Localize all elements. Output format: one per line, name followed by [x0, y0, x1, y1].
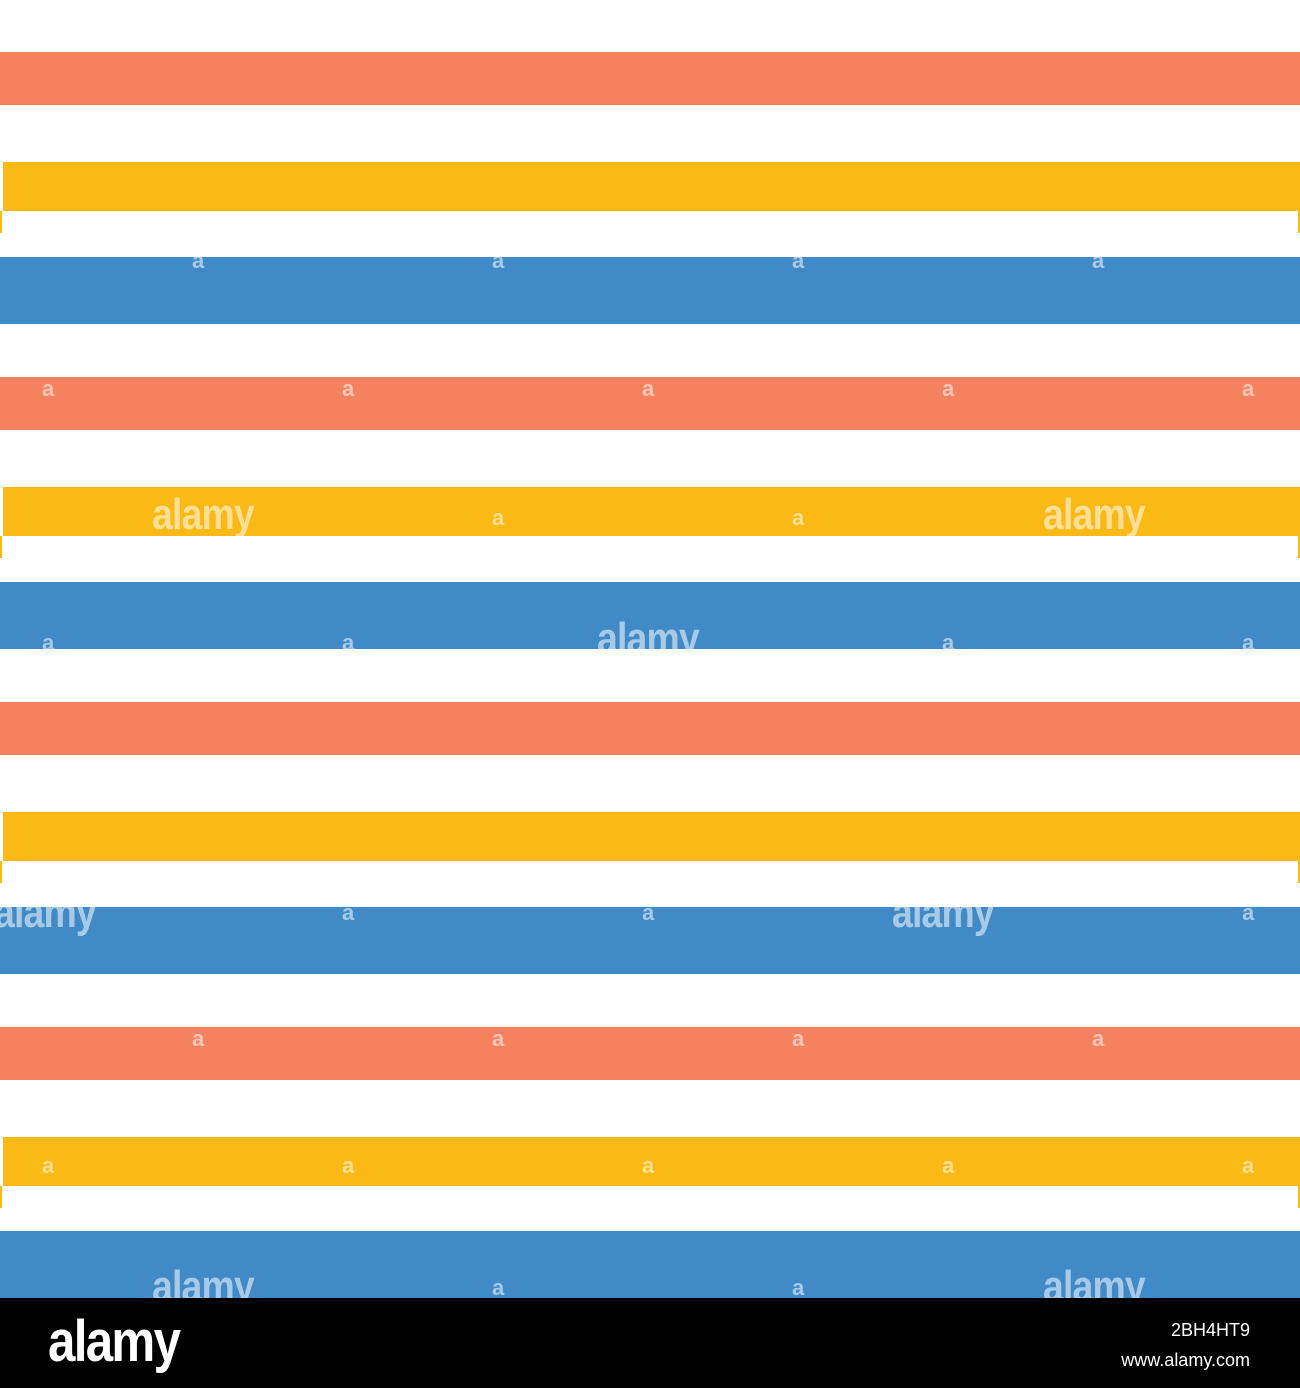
blue-stripe — [0, 907, 1300, 974]
striped-pattern: alamy alamy alamy alamy alamy alamy alam… — [0, 52, 1300, 1298]
image-id: 2BH4HT9 — [1170, 1320, 1250, 1340]
coral-stripe — [0, 377, 1300, 430]
coral-stripe — [0, 702, 1300, 755]
blue-stripe — [0, 1231, 1300, 1298]
yellow-stripe — [3, 162, 1300, 211]
alamy-logo: alamy — [48, 1309, 181, 1374]
yellow-stripe — [3, 1137, 1300, 1186]
yellow-stripe-edge — [0, 861, 1300, 883]
yellow-stripe — [3, 487, 1300, 536]
stock-footer-bar: alamy 2BH4HT9 www.alamy.com — [0, 1298, 1300, 1388]
yellow-stripe-edge — [0, 211, 1300, 233]
yellow-stripe-edge — [0, 536, 1300, 558]
yellow-stripe-edge — [0, 1186, 1300, 1208]
coral-stripe — [0, 52, 1300, 105]
coral-stripe — [0, 1027, 1300, 1080]
site-url: www.alamy.com — [1121, 1350, 1250, 1370]
yellow-stripe — [3, 812, 1300, 861]
blue-stripe — [0, 257, 1300, 324]
blue-stripe — [0, 582, 1300, 649]
